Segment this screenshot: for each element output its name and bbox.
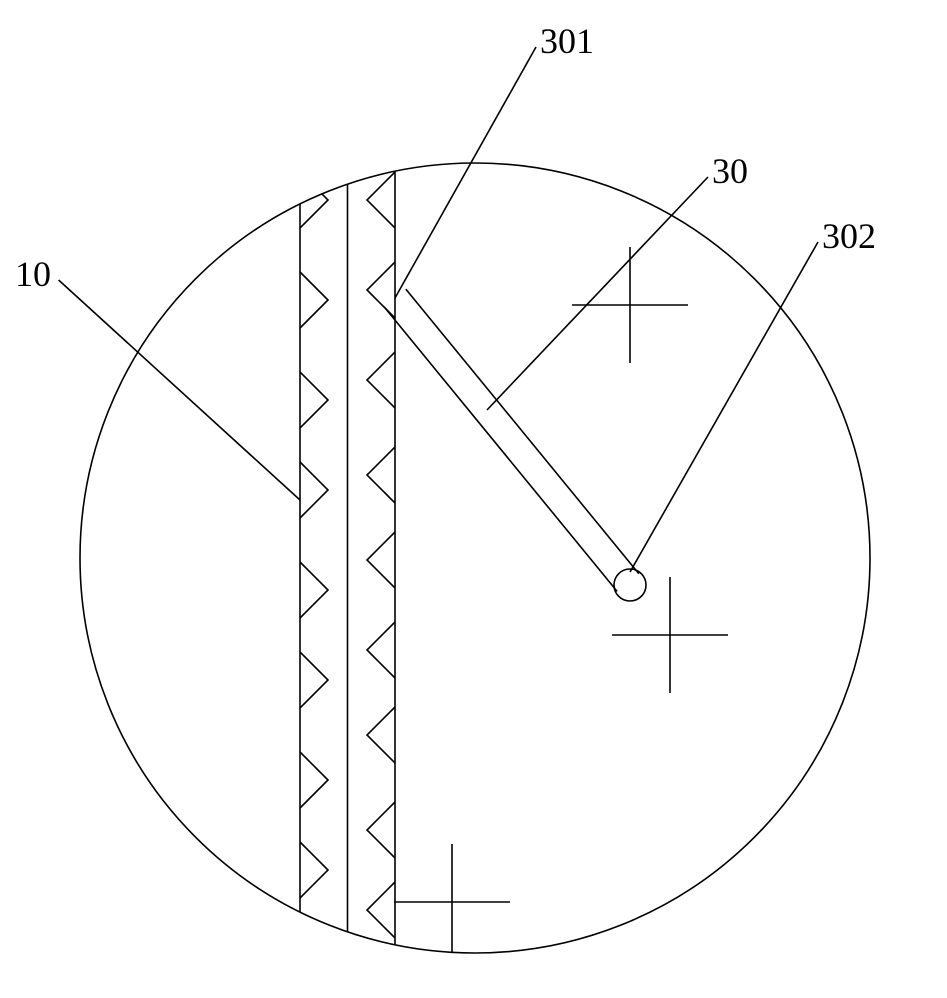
rack-tooth [367, 882, 395, 938]
callout-label-301: 301 [540, 20, 594, 62]
rack-tooth [300, 272, 328, 328]
leader-line [487, 177, 708, 410]
detail-circle-boundary [80, 163, 870, 953]
rack-tooth [367, 622, 395, 678]
rack-tooth [300, 172, 328, 228]
rack-tooth [367, 447, 395, 503]
rack-tooth [300, 562, 328, 618]
rack-tooth [367, 262, 395, 318]
arm-tip-circle [614, 569, 646, 601]
rack-tooth [367, 707, 395, 763]
rack-tooth [300, 652, 328, 708]
rack-tooth [300, 842, 328, 898]
rack-tooth [367, 532, 395, 588]
callout-label-10: 10 [15, 253, 51, 295]
rack-tooth [367, 802, 395, 858]
rack-tooth [367, 352, 395, 408]
rack-tooth [367, 172, 395, 228]
leader-line [59, 280, 300, 500]
rack-tooth [300, 462, 328, 518]
callout-label-302: 302 [822, 215, 876, 257]
callout-label-30: 30 [712, 150, 748, 192]
arm-edge-upper [384, 307, 617, 592]
rack-tooth [300, 752, 328, 808]
leader-line [630, 242, 818, 572]
rack-tooth [300, 372, 328, 428]
leader-line [395, 47, 536, 298]
arm-edge-lower [406, 289, 639, 574]
